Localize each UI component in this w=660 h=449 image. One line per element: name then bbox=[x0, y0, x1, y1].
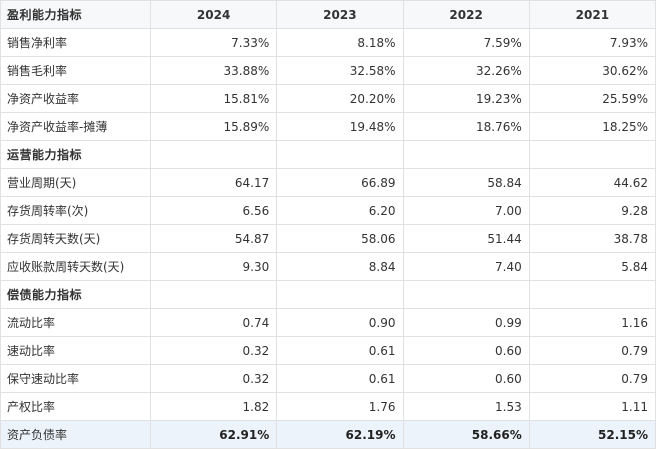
cell-value: 1.11 bbox=[528, 392, 657, 421]
row-label: 销售净利率 bbox=[0, 28, 151, 57]
cell-value: 1.82 bbox=[149, 392, 278, 421]
empty-cell bbox=[276, 140, 404, 169]
row-label: 营业周期(天) bbox=[0, 168, 151, 197]
cell-value: 7.00 bbox=[402, 196, 530, 225]
cell-value: 18.76% bbox=[402, 112, 530, 141]
cell-value: 44.62 bbox=[528, 168, 657, 197]
cell-value: 0.79 bbox=[528, 364, 657, 393]
cell-value: 64.17 bbox=[149, 168, 278, 197]
table-row: 流动比率 0.74 0.90 0.99 1.16 bbox=[0, 308, 657, 337]
year-header: 2021 bbox=[528, 0, 657, 29]
empty-cell bbox=[402, 280, 530, 309]
cell-value: 0.60 bbox=[402, 364, 530, 393]
row-label: 存货周转率(次) bbox=[0, 196, 151, 225]
cell-value: 54.87 bbox=[149, 224, 278, 253]
empty-cell bbox=[276, 280, 404, 309]
year-header: 2023 bbox=[276, 0, 404, 29]
cell-value: 9.30 bbox=[149, 252, 278, 281]
empty-cell bbox=[149, 140, 278, 169]
cell-value: 25.59% bbox=[528, 84, 657, 113]
cell-value: 30.62% bbox=[528, 56, 657, 85]
cell-value: 7.59% bbox=[402, 28, 530, 57]
cell-value: 7.33% bbox=[149, 28, 278, 57]
cell-value: 18.25% bbox=[528, 112, 657, 141]
cell-value: 8.84 bbox=[276, 252, 404, 281]
section-title: 偿债能力指标 bbox=[0, 280, 151, 309]
cell-value: 0.60 bbox=[402, 336, 530, 365]
row-label: 销售毛利率 bbox=[0, 56, 151, 85]
cell-value: 1.76 bbox=[276, 392, 404, 421]
empty-cell bbox=[149, 280, 278, 309]
cell-value: 58.84 bbox=[402, 168, 530, 197]
cell-value: 62.91% bbox=[149, 420, 278, 449]
year-header: 2024 bbox=[149, 0, 278, 29]
table-row: 保守速动比率 0.32 0.61 0.60 0.79 bbox=[0, 364, 657, 393]
cell-value: 0.61 bbox=[276, 364, 404, 393]
cell-value: 58.66% bbox=[402, 420, 530, 449]
table-row: 销售净利率 7.33% 8.18% 7.59% 7.93% bbox=[0, 28, 657, 57]
section-title: 运营能力指标 bbox=[0, 140, 151, 169]
cell-value: 58.06 bbox=[276, 224, 404, 253]
cell-value: 8.18% bbox=[276, 28, 404, 57]
cell-value: 5.84 bbox=[528, 252, 657, 281]
table-row-debt-ratio: 资产负债率 62.91% 62.19% 58.66% 52.15% bbox=[0, 420, 657, 449]
row-label: 产权比率 bbox=[0, 392, 151, 421]
cell-value: 19.23% bbox=[402, 84, 530, 113]
table-row: 速动比率 0.32 0.61 0.60 0.79 bbox=[0, 336, 657, 365]
row-label: 净资产收益率 bbox=[0, 84, 151, 113]
table-row: 存货周转率(次) 6.56 6.20 7.00 9.28 bbox=[0, 196, 657, 225]
section-header-profitability: 盈利能力指标 2024 2023 2022 2021 bbox=[0, 0, 657, 29]
cell-value: 0.32 bbox=[149, 364, 278, 393]
table-row: 应收账款周转天数(天) 9.30 8.84 7.40 5.84 bbox=[0, 252, 657, 281]
empty-cell bbox=[402, 140, 530, 169]
section-header-operating: 运营能力指标 bbox=[0, 140, 657, 169]
cell-value: 1.16 bbox=[528, 308, 657, 337]
cell-value: 33.88% bbox=[149, 56, 278, 85]
cell-value: 66.89 bbox=[276, 168, 404, 197]
cell-value: 20.20% bbox=[276, 84, 404, 113]
cell-value: 1.53 bbox=[402, 392, 530, 421]
empty-cell bbox=[528, 140, 657, 169]
cell-value: 19.48% bbox=[276, 112, 404, 141]
cell-value: 0.79 bbox=[528, 336, 657, 365]
section-title: 盈利能力指标 bbox=[0, 0, 151, 29]
cell-value: 52.15% bbox=[528, 420, 657, 449]
section-header-solvency: 偿债能力指标 bbox=[0, 280, 657, 309]
table-row: 净资产收益率 15.81% 20.20% 19.23% 25.59% bbox=[0, 84, 657, 113]
cell-value: 0.99 bbox=[402, 308, 530, 337]
cell-value: 0.32 bbox=[149, 336, 278, 365]
row-label: 资产负债率 bbox=[0, 420, 151, 449]
row-label: 保守速动比率 bbox=[0, 364, 151, 393]
cell-value: 9.28 bbox=[528, 196, 657, 225]
cell-value: 0.61 bbox=[276, 336, 404, 365]
cell-value: 7.93% bbox=[528, 28, 657, 57]
cell-value: 6.20 bbox=[276, 196, 404, 225]
year-header: 2022 bbox=[402, 0, 530, 29]
empty-cell bbox=[528, 280, 657, 309]
cell-value: 32.26% bbox=[402, 56, 530, 85]
row-label: 流动比率 bbox=[0, 308, 151, 337]
cell-value: 62.19% bbox=[276, 420, 404, 449]
table-row: 营业周期(天) 64.17 66.89 58.84 44.62 bbox=[0, 168, 657, 197]
table-row: 存货周转天数(天) 54.87 58.06 51.44 38.78 bbox=[0, 224, 657, 253]
cell-value: 15.89% bbox=[149, 112, 278, 141]
cell-value: 38.78 bbox=[528, 224, 657, 253]
row-label: 存货周转天数(天) bbox=[0, 224, 151, 253]
row-label: 应收账款周转天数(天) bbox=[0, 252, 151, 281]
cell-value: 6.56 bbox=[149, 196, 278, 225]
cell-value: 15.81% bbox=[149, 84, 278, 113]
row-label: 速动比率 bbox=[0, 336, 151, 365]
cell-value: 0.90 bbox=[276, 308, 404, 337]
cell-value: 32.58% bbox=[276, 56, 404, 85]
row-label: 净资产收益率-摊薄 bbox=[0, 112, 151, 141]
table-row: 产权比率 1.82 1.76 1.53 1.11 bbox=[0, 392, 657, 421]
table-row: 净资产收益率-摊薄 15.89% 19.48% 18.76% 18.25% bbox=[0, 112, 657, 141]
table-row: 销售毛利率 33.88% 32.58% 32.26% 30.62% bbox=[0, 56, 657, 85]
cell-value: 0.74 bbox=[149, 308, 278, 337]
cell-value: 51.44 bbox=[402, 224, 530, 253]
cell-value: 7.40 bbox=[402, 252, 530, 281]
